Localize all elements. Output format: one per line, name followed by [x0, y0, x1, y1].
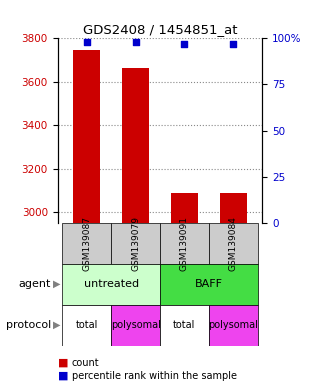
Text: ■: ■ — [58, 358, 68, 368]
Bar — [111, 223, 160, 264]
Text: total: total — [76, 320, 98, 330]
Point — [231, 41, 236, 47]
Bar — [209, 223, 258, 264]
Bar — [171, 194, 198, 223]
Text: ■: ■ — [58, 371, 68, 381]
Text: ▶: ▶ — [53, 320, 60, 330]
Title: GDS2408 / 1454851_at: GDS2408 / 1454851_at — [83, 23, 237, 36]
Text: agent: agent — [19, 279, 51, 289]
Text: ▶: ▶ — [53, 279, 60, 289]
Bar — [111, 305, 160, 346]
Text: polysomal: polysomal — [111, 320, 161, 330]
Point — [133, 39, 138, 45]
Text: protocol: protocol — [6, 320, 51, 330]
Bar — [160, 223, 209, 264]
Bar — [160, 264, 258, 305]
Bar — [62, 264, 160, 305]
Text: polysomal: polysomal — [208, 320, 258, 330]
Text: GSM139091: GSM139091 — [180, 216, 189, 271]
Text: percentile rank within the sample: percentile rank within the sample — [72, 371, 237, 381]
Bar — [209, 305, 258, 346]
Text: untreated: untreated — [84, 279, 139, 289]
Bar — [160, 305, 209, 346]
Text: BAFF: BAFF — [195, 279, 223, 289]
Text: GSM139079: GSM139079 — [131, 216, 140, 271]
Text: total: total — [173, 320, 196, 330]
Text: GSM139084: GSM139084 — [229, 216, 238, 271]
Text: count: count — [72, 358, 100, 368]
Text: GSM139087: GSM139087 — [82, 216, 91, 271]
Point — [182, 41, 187, 47]
Bar — [220, 194, 246, 223]
Bar — [62, 223, 111, 264]
Point — [84, 39, 89, 45]
Bar — [122, 68, 149, 223]
Bar — [62, 305, 111, 346]
Bar — [74, 50, 100, 223]
